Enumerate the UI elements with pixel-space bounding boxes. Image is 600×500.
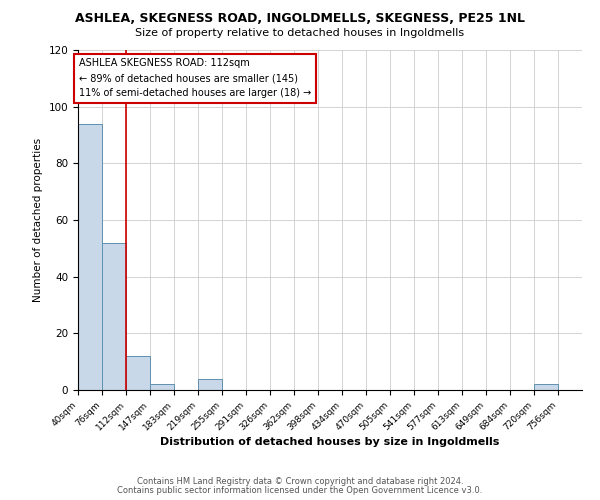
X-axis label: Distribution of detached houses by size in Ingoldmells: Distribution of detached houses by size … (160, 438, 500, 448)
Text: Contains public sector information licensed under the Open Government Licence v3: Contains public sector information licen… (118, 486, 482, 495)
Text: Contains HM Land Registry data © Crown copyright and database right 2024.: Contains HM Land Registry data © Crown c… (137, 477, 463, 486)
Text: ASHLEA, SKEGNESS ROAD, INGOLDMELLS, SKEGNESS, PE25 1NL: ASHLEA, SKEGNESS ROAD, INGOLDMELLS, SKEG… (75, 12, 525, 26)
Bar (534, 384, 558, 390)
Bar (102, 242, 126, 390)
Text: Size of property relative to detached houses in Ingoldmells: Size of property relative to detached ho… (136, 28, 464, 38)
Bar (198, 378, 222, 390)
Text: ASHLEA SKEGNESS ROAD: 112sqm
← 89% of detached houses are smaller (145)
11% of s: ASHLEA SKEGNESS ROAD: 112sqm ← 89% of de… (79, 58, 311, 98)
Bar (78, 124, 102, 390)
Bar (126, 356, 151, 390)
Bar (150, 384, 174, 390)
Y-axis label: Number of detached properties: Number of detached properties (33, 138, 43, 302)
